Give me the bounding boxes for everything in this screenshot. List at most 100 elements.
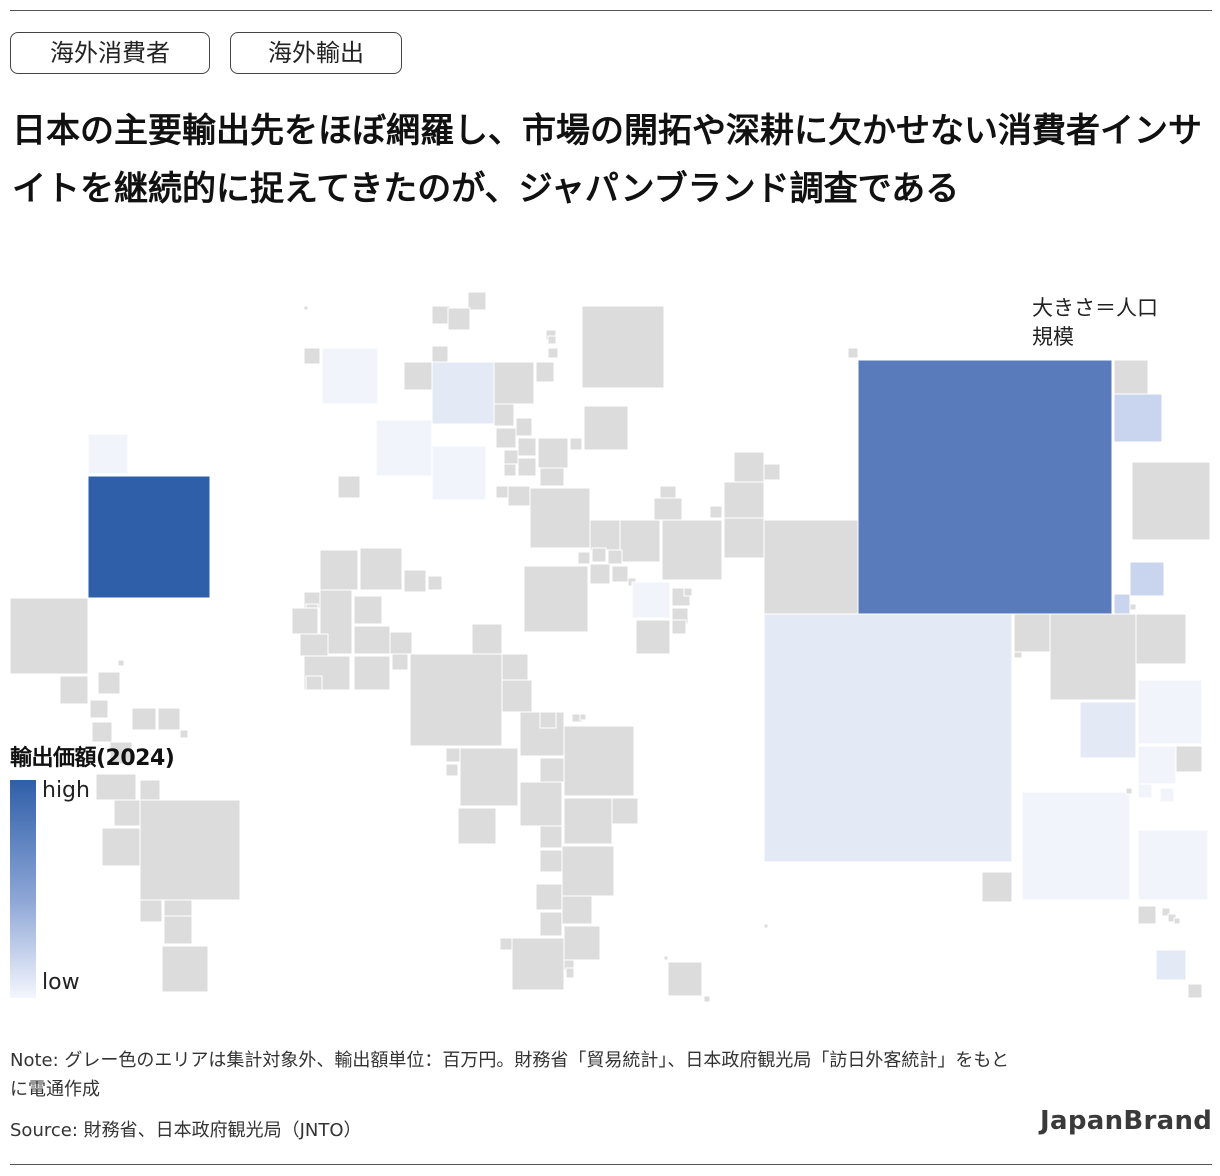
cartogram-map bbox=[9, 291, 1211, 1003]
country-tile-no-data bbox=[389, 631, 413, 655]
size-note: 大きさ＝人口 規模 bbox=[1032, 294, 1158, 352]
country-tile-export-value bbox=[1079, 701, 1137, 759]
country-tile-no-data bbox=[101, 827, 141, 867]
country-tile-export-value bbox=[1021, 791, 1131, 901]
country-tile-export-value bbox=[1159, 787, 1175, 803]
country-tile-no-data bbox=[97, 671, 121, 695]
country-tile-export-value bbox=[87, 475, 211, 599]
country-tile-no-data bbox=[653, 497, 683, 521]
country-tile-no-data bbox=[563, 797, 613, 845]
country-tile-no-data bbox=[1135, 613, 1187, 665]
country-tile-no-data bbox=[299, 633, 329, 657]
country-tile-no-data bbox=[1161, 907, 1171, 917]
country-tile-no-data bbox=[501, 653, 529, 681]
country-tile-no-data bbox=[511, 937, 565, 991]
country-tile-no-data bbox=[577, 551, 591, 565]
country-tile-no-data bbox=[391, 653, 409, 671]
country-tile-no-data bbox=[139, 799, 241, 901]
country-tile-no-data bbox=[683, 587, 693, 597]
country-tile-export-value bbox=[1137, 829, 1209, 901]
country-tile-no-data bbox=[563, 725, 635, 797]
brand-logo: JapanBrand bbox=[1040, 1106, 1213, 1136]
tag-overseas-exports[interactable]: 海外輸出 bbox=[230, 32, 402, 74]
country-tile-no-data bbox=[1049, 613, 1137, 701]
country-tile-no-data bbox=[319, 549, 359, 591]
country-tile-no-data bbox=[1137, 905, 1157, 925]
country-tile-no-data bbox=[539, 825, 563, 849]
country-tile-no-data bbox=[581, 305, 665, 389]
country-tile-no-data bbox=[519, 781, 563, 827]
country-tile-export-value bbox=[375, 419, 433, 477]
country-tile-no-data bbox=[495, 485, 509, 499]
country-tile-export-value bbox=[1129, 561, 1165, 597]
country-tile-no-data bbox=[427, 575, 443, 591]
country-tile-no-data bbox=[1013, 613, 1051, 653]
country-tile-no-data bbox=[495, 427, 517, 449]
country-tile-no-data bbox=[547, 347, 559, 359]
country-tile-no-data bbox=[467, 291, 487, 311]
country-tile-export-value bbox=[1137, 745, 1177, 785]
size-note-line-1: 大きさ＝人口 bbox=[1032, 296, 1158, 320]
country-tile-no-data bbox=[561, 895, 593, 925]
country-tile-no-data bbox=[547, 335, 557, 345]
country-tile-no-data bbox=[113, 799, 141, 827]
country-tile-no-data bbox=[431, 345, 449, 363]
country-tile-no-data bbox=[667, 961, 703, 997]
top-rule bbox=[10, 10, 1212, 11]
country-tile-export-value bbox=[1137, 679, 1203, 745]
country-tile-no-data bbox=[517, 457, 537, 477]
country-tile-no-data bbox=[109, 741, 133, 765]
country-tile-no-data bbox=[611, 797, 639, 825]
country-tile-no-data bbox=[493, 403, 515, 427]
country-tile-no-data bbox=[709, 505, 723, 519]
country-tile-export-value bbox=[857, 359, 1113, 615]
country-tile-no-data bbox=[539, 467, 565, 487]
country-tile-no-data bbox=[1013, 651, 1023, 659]
country-tile-no-data bbox=[635, 619, 671, 655]
country-tile-no-data bbox=[1125, 787, 1133, 795]
country-tile-no-data bbox=[445, 763, 459, 777]
tag-overseas-consumers[interactable]: 海外消費者 bbox=[10, 32, 210, 74]
country-tile-no-data bbox=[501, 679, 533, 713]
country-tile-no-data bbox=[763, 519, 859, 615]
country-tile-no-data bbox=[353, 595, 383, 625]
country-tile-no-data bbox=[981, 871, 1013, 903]
country-tile-no-data bbox=[671, 619, 687, 635]
country-tile-no-data bbox=[579, 713, 587, 721]
country-tile-no-data bbox=[847, 347, 859, 359]
country-tile-no-data bbox=[589, 519, 621, 551]
country-tile-no-data bbox=[9, 597, 89, 675]
country-tile-no-data bbox=[539, 711, 557, 729]
country-tile-no-data bbox=[353, 625, 391, 655]
country-tile-no-data bbox=[139, 779, 161, 801]
size-note-line-2: 規模 bbox=[1032, 325, 1074, 349]
country-tile-no-data bbox=[539, 911, 563, 937]
country-tile-no-data bbox=[89, 699, 109, 719]
country-tile-no-data bbox=[663, 955, 669, 961]
country-tile-export-value bbox=[1155, 949, 1187, 981]
country-tile-export-value bbox=[431, 361, 495, 425]
country-tile-no-data bbox=[507, 485, 531, 507]
country-tile-no-data bbox=[515, 417, 533, 437]
country-tile-no-data bbox=[661, 519, 723, 581]
country-tile-no-data bbox=[447, 307, 471, 331]
country-tile-no-data bbox=[517, 437, 537, 457]
country-tile-no-data bbox=[117, 659, 125, 667]
country-tile-no-data bbox=[1173, 917, 1181, 925]
country-tile-no-data bbox=[359, 547, 403, 591]
country-tile-no-data bbox=[607, 549, 623, 565]
country-tile-export-value bbox=[431, 445, 487, 501]
country-tile-export-value bbox=[1113, 593, 1131, 615]
country-tile-no-data bbox=[457, 807, 497, 845]
source-line: Source: 財務省、日本政府観光局（JNTO） bbox=[10, 1120, 362, 1141]
country-tile-no-data bbox=[763, 923, 769, 929]
country-tile-no-data bbox=[1175, 745, 1203, 773]
country-tile-no-data bbox=[139, 899, 163, 923]
country-tile-no-data bbox=[409, 653, 503, 747]
country-tile-no-data bbox=[733, 451, 765, 483]
country-tile-export-value bbox=[321, 347, 379, 405]
country-tile-no-data bbox=[591, 547, 607, 563]
country-tile-no-data bbox=[403, 569, 427, 593]
country-tile-no-data bbox=[471, 623, 503, 655]
country-tile-no-data bbox=[583, 405, 629, 451]
